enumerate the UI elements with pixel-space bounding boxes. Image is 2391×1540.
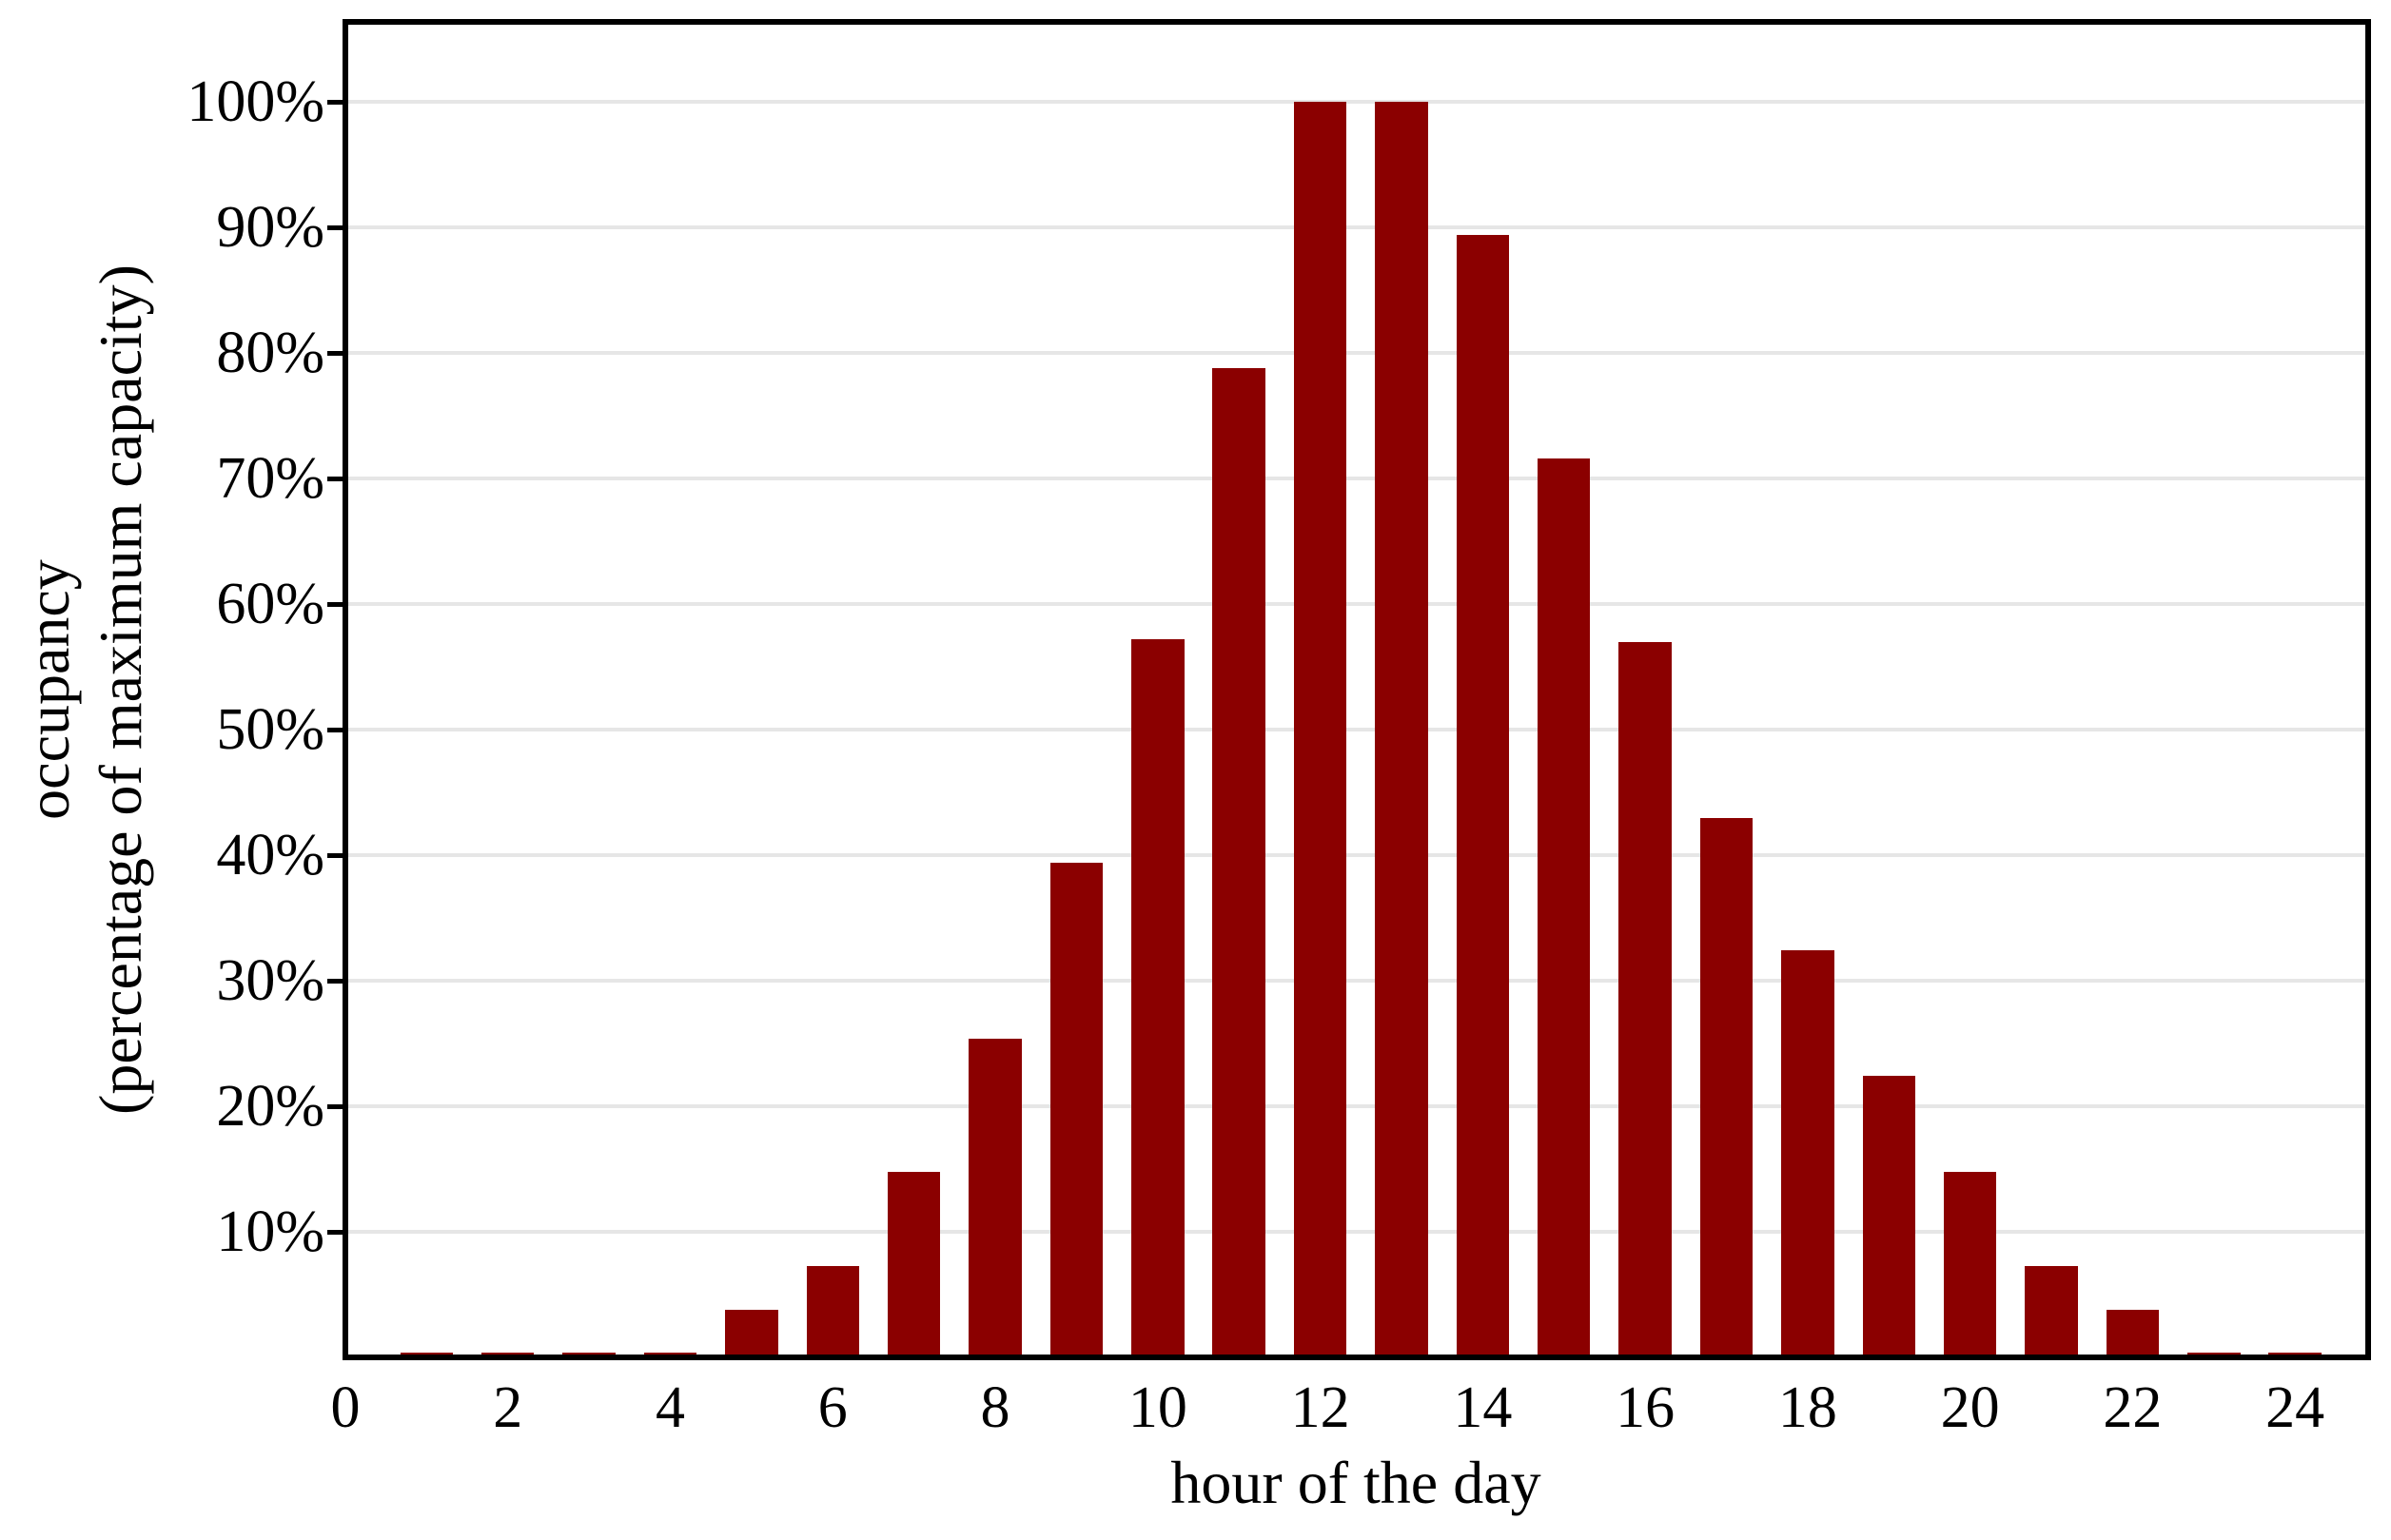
y-tick-100: [327, 100, 343, 106]
y-tick-label-20: 20%: [216, 1074, 324, 1140]
y-tick-label-90: 90%: [216, 195, 324, 261]
x-tick-label-12: 12: [1290, 1375, 1350, 1440]
axis-frame: [343, 19, 2371, 1360]
y-tick-10: [327, 1230, 343, 1236]
bar-hour-23: [2187, 1352, 2241, 1357]
bar-hour-2: [481, 1352, 535, 1357]
bar-hour-15: [1537, 458, 1591, 1357]
bar-hour-3: [562, 1352, 616, 1357]
bar-hour-9: [1049, 863, 1104, 1357]
bar-hour-14: [1456, 235, 1510, 1357]
y-tick-label-10: 10%: [216, 1199, 324, 1265]
x-tick-label-14: 14: [1453, 1375, 1513, 1440]
y-tick-label-80: 80%: [216, 321, 324, 386]
plot-area: [343, 19, 2371, 1360]
bar-hour-7: [887, 1171, 941, 1357]
bar-hour-24: [2268, 1352, 2322, 1357]
gridline-50: [345, 728, 2368, 732]
x-tick-label-8: 8: [980, 1375, 1010, 1440]
x-tick-label-0: 0: [330, 1375, 361, 1440]
gridline-30: [345, 979, 2368, 984]
y-tick-label-100: 100%: [186, 69, 324, 135]
y-tick-90: [327, 225, 343, 231]
x-tick-label-18: 18: [1777, 1375, 1837, 1440]
gridline-70: [345, 477, 2368, 481]
gridline-60: [345, 602, 2368, 607]
bar-hour-19: [1862, 1076, 1915, 1357]
bar-hour-5: [725, 1309, 778, 1357]
gridline-40: [345, 853, 2368, 858]
x-tick-label-24: 24: [2265, 1375, 2325, 1440]
y-tick-70: [327, 477, 343, 482]
x-tick-label-22: 22: [2103, 1375, 2163, 1440]
x-tick-label-6: 6: [817, 1375, 848, 1440]
gridline-90: [345, 225, 2368, 230]
x-tick-label-16: 16: [1616, 1375, 1676, 1440]
bar-hour-8: [969, 1038, 1022, 1357]
gridline-10: [345, 1230, 2368, 1235]
y-tick-label-30: 30%: [216, 948, 324, 1014]
x-tick-label-20: 20: [1940, 1375, 2000, 1440]
bar-hour-18: [1781, 950, 1834, 1357]
y-tick-label-70: 70%: [216, 446, 324, 512]
y-tick-30: [327, 979, 343, 984]
bar-hour-12: [1293, 102, 1347, 1357]
bar-hour-21: [2025, 1265, 2078, 1357]
y-tick-80: [327, 351, 343, 357]
bar-hour-20: [1943, 1171, 1997, 1357]
bar-hour-1: [400, 1352, 454, 1357]
gridline-20: [345, 1104, 2368, 1109]
gridline-100: [345, 100, 2368, 105]
x-tick-label-4: 4: [656, 1375, 686, 1440]
gridline-80: [345, 351, 2368, 356]
x-tick-label-2: 2: [493, 1375, 523, 1440]
y-tick-label-60: 60%: [216, 572, 324, 637]
bar-hour-13: [1375, 102, 1428, 1357]
bar-hour-4: [643, 1352, 697, 1357]
y-tick-label-50: 50%: [216, 697, 324, 763]
x-tick-label-10: 10: [1127, 1375, 1187, 1440]
y-tick-20: [327, 1104, 343, 1110]
bar-hour-22: [2106, 1309, 2160, 1357]
bar-hour-16: [1618, 641, 1672, 1357]
y-tick-40: [327, 853, 343, 859]
x-axis-title: hour of the day: [1170, 1449, 1541, 1516]
bar-hour-17: [1699, 817, 1754, 1357]
y-tick-50: [327, 728, 343, 733]
bar-hour-11: [1212, 368, 1265, 1357]
y-tick-60: [327, 602, 343, 608]
bar-hour-10: [1131, 639, 1185, 1357]
y-tick-label-40: 40%: [216, 823, 324, 888]
bar-hour-6: [806, 1265, 860, 1357]
